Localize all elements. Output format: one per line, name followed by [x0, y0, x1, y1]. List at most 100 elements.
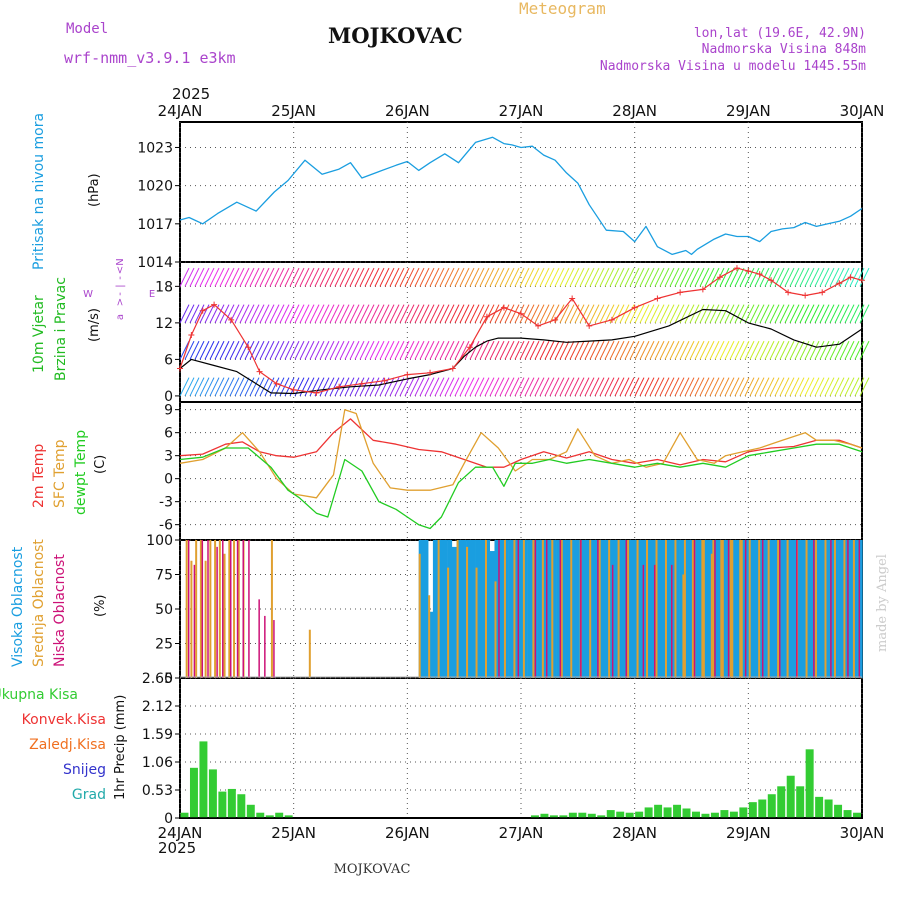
wind-gust-marker [449, 365, 456, 372]
high-cloud-bar [748, 540, 754, 678]
wind-barb [489, 267, 500, 287]
wind-barb [364, 267, 375, 287]
wind-barb [504, 304, 515, 324]
precip-bar [237, 794, 246, 818]
wind-barb [674, 340, 685, 360]
wind-barb [654, 340, 665, 360]
wind-barb [219, 340, 230, 360]
high-cloud-bar [470, 540, 476, 678]
wind-barb [284, 304, 295, 324]
wind-barb [759, 377, 770, 397]
wind-ytick-label: 12 [155, 316, 173, 332]
wind-barb [324, 377, 335, 397]
wind-barb [184, 304, 195, 324]
wind-legend-char: < [115, 266, 126, 274]
wind-barb [229, 377, 240, 397]
wind-barb [594, 304, 605, 324]
wind-barb [784, 304, 795, 324]
wind-barb [844, 304, 855, 324]
high-cloud-bar [494, 540, 500, 678]
precip-bar [549, 815, 558, 818]
wind-barb [319, 304, 330, 324]
wind-barb [834, 304, 845, 324]
legend-freezing-rain: Zaledj.Kisa [29, 737, 106, 753]
wind-barb [254, 304, 265, 324]
wind-unit: (m/s) [87, 308, 102, 342]
temperature-panel: 2m Temp SFC Temp dewpt Temp (C) [31, 430, 108, 515]
wind-barb [559, 377, 570, 397]
high-cloud-bar [565, 540, 571, 678]
wind-barb [709, 304, 720, 324]
date-label-bottom: 25JAN [271, 824, 316, 842]
wind-barb [434, 267, 445, 287]
wind-gust-marker [500, 304, 507, 311]
year-top: 2025 [172, 85, 210, 103]
precip-bar [654, 804, 663, 818]
wind-barb [789, 377, 800, 397]
wind-legend-char: - [115, 276, 126, 280]
wind-gust-marker [654, 295, 661, 302]
wind-barb [499, 340, 510, 360]
date-label-top: 30JAN [840, 102, 885, 120]
wind-barb [704, 377, 715, 397]
wind-barb [539, 340, 550, 360]
wind-barb [479, 267, 490, 287]
wind-barb [569, 377, 580, 397]
wind-barb [814, 304, 825, 324]
cloud-ytick-label: 50 [155, 602, 173, 618]
wind-barb [779, 267, 790, 287]
wind-barb [554, 267, 565, 287]
high-cloud-bar [786, 540, 792, 678]
wind-barb [769, 304, 780, 324]
wind-barb [604, 304, 615, 324]
high-cloud-bar [829, 540, 835, 678]
precip-bar [180, 812, 189, 818]
wind-barb [624, 377, 635, 397]
wind-barb [264, 304, 275, 324]
wind-barb [829, 267, 840, 287]
wind-barb [789, 304, 800, 324]
plot-area: 1014 1017 1020 1023 0 6 12 18 9 6 3 0 -3 -6 0 25 50 75 100… [137, 121, 870, 827]
wind-barb [254, 267, 265, 287]
temp2m-title: 2m Temp [31, 444, 47, 508]
high-cloud-bar [556, 540, 562, 678]
wind-barb [569, 340, 580, 360]
wind-barb [439, 267, 450, 287]
wind-barb [719, 304, 730, 324]
wind-barb [779, 340, 790, 360]
wind-barb [199, 377, 210, 397]
wind-barb [834, 377, 845, 397]
wind-barb [569, 267, 580, 287]
wind-barb [829, 304, 840, 324]
precip-bar [777, 786, 786, 818]
wind-barb [319, 340, 330, 360]
wind-barb [469, 304, 480, 324]
wind-barb [584, 267, 595, 287]
wind-legend-char: E [149, 289, 155, 300]
wind-barb [824, 267, 835, 287]
wind-barb [309, 377, 320, 397]
wind-barb [294, 267, 305, 287]
wind-barb [769, 267, 780, 287]
wind-barb [534, 340, 545, 360]
wind-barb [584, 304, 595, 324]
legend-total-rain: Ukupna Kisa [0, 687, 78, 703]
station-title: MOJKOVAC [328, 23, 463, 48]
wind-barb [714, 377, 725, 397]
wind-barb [804, 267, 815, 287]
wind-barb [714, 304, 725, 324]
wind-barb [344, 340, 355, 360]
wind-barb [729, 304, 740, 324]
wind-barb [694, 304, 705, 324]
wind-barb [394, 267, 405, 287]
wind-barb [439, 340, 450, 360]
wind-barb [344, 304, 355, 324]
wind-barb [809, 304, 820, 324]
wind-barb [734, 340, 745, 360]
wind-barb [179, 377, 190, 397]
wind-barb [234, 340, 245, 360]
wind-barb [524, 377, 535, 397]
high-cloud-bar [646, 540, 652, 678]
wind-barb [594, 377, 605, 397]
wind-barb [349, 304, 360, 324]
